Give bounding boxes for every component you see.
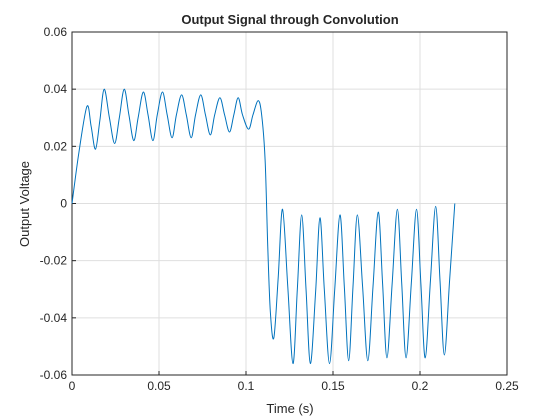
y-tick-label: 0.06 <box>44 25 68 39</box>
x-tick-label: 0 <box>69 379 76 393</box>
y-tick-label: -0.04 <box>40 311 68 325</box>
y-tick-label: -0.02 <box>40 254 68 268</box>
x-tick-label: 0.15 <box>321 379 345 393</box>
y-tick-label: 0.04 <box>44 82 68 96</box>
x-tick-label: 0.1 <box>238 379 255 393</box>
x-tick-label: 0.05 <box>147 379 171 393</box>
data-line <box>71 88 456 365</box>
x-tick-label: 0.25 <box>495 379 519 393</box>
y-tick-label: 0.02 <box>44 139 68 153</box>
x-axis-label: Time (s) <box>266 401 313 416</box>
chart-title: Output Signal through Convolution <box>181 12 398 27</box>
y-tick-label: -0.06 <box>40 368 68 382</box>
x-tick-label: 0.2 <box>412 379 429 393</box>
y-axis-label: Output Voltage <box>17 161 32 247</box>
y-tick-label: 0 <box>60 197 67 211</box>
